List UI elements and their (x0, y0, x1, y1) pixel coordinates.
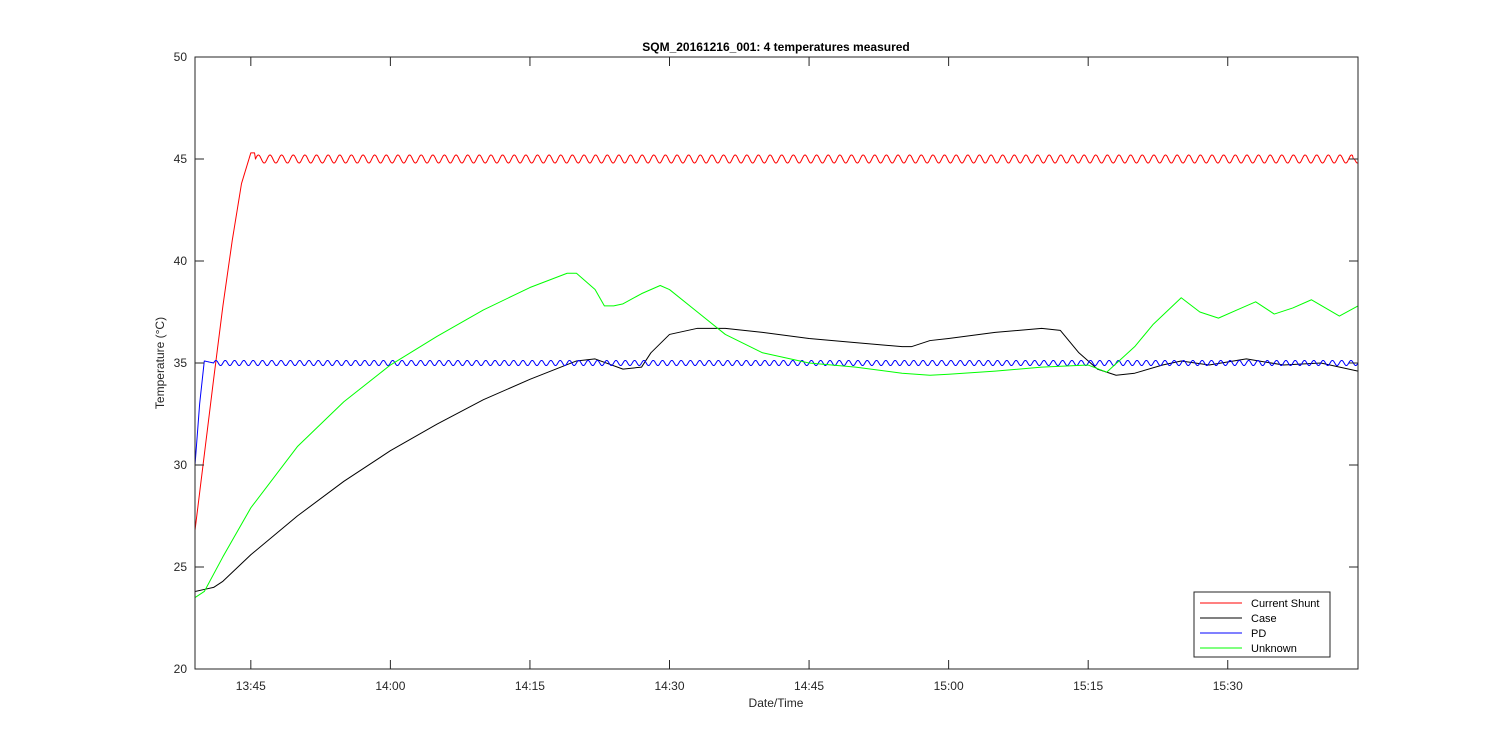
legend-label-unknown: Unknown (1251, 643, 1297, 655)
legend-label-pd: PD (1251, 628, 1266, 640)
series-line-unknown (195, 272, 1358, 599)
y-tick-label: 50 (174, 50, 188, 64)
x-tick-label: 15:30 (1213, 679, 1243, 693)
legend-label-case: Case (1251, 613, 1277, 625)
series-line-pd (195, 359, 1358, 466)
x-tick-label: 14:30 (654, 679, 684, 693)
x-tick-label: 14:45 (794, 679, 824, 693)
ticks-group: 13:45 14:00 14:15 14:30 14:45 15:00 15:15 15:30… (174, 50, 1358, 693)
y-tick-label: 35 (174, 356, 188, 370)
y-axis-label: Temperature (°C) (153, 317, 167, 409)
legend: Current Shunt Case PD Unknown (1193, 591, 1331, 658)
y-tick-label: 40 (174, 254, 188, 268)
x-tick-label: 14:15 (515, 679, 545, 693)
series-line-case (195, 327, 1358, 592)
series-group (195, 152, 1358, 599)
y-tick-label: 30 (174, 458, 188, 472)
x-axis-label: Date/Time (749, 696, 804, 710)
x-tick-label: 15:15 (1073, 679, 1103, 693)
y-tick-label: 20 (174, 662, 188, 676)
y-tick-label: 25 (174, 560, 188, 574)
x-tick-label: 15:00 (934, 679, 964, 693)
series-line-current-shunt (195, 152, 1358, 531)
legend-label-current-shunt: Current Shunt (1251, 598, 1319, 610)
chart-title: SQM_20161216_001: 4 temperatures measure… (642, 40, 910, 54)
x-tick-label: 13:45 (236, 679, 266, 693)
x-tick-label: 14:00 (375, 679, 405, 693)
y-tick-label: 45 (174, 152, 188, 166)
